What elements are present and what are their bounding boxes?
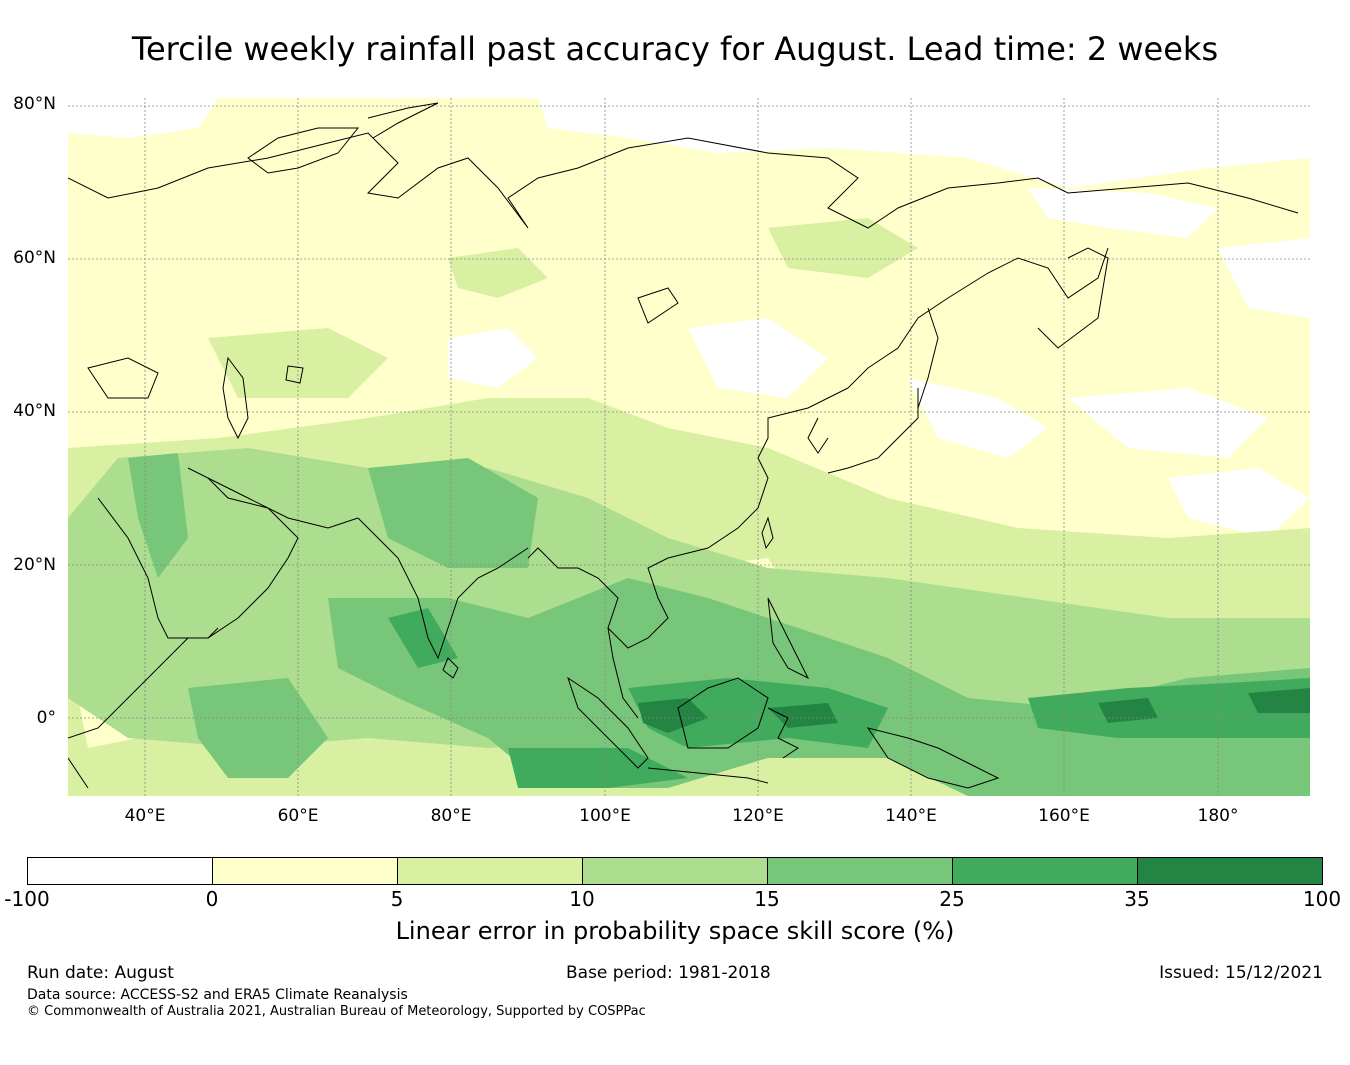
colorbar <box>27 857 1323 885</box>
base-period: Base period: 1981-2018 <box>566 963 771 983</box>
lat-label-60n: 60°N <box>13 248 56 268</box>
colorbar-tick: -100 <box>4 887 50 911</box>
lat-label-80n: 80°N <box>13 94 56 114</box>
skill-map <box>68 98 1310 796</box>
lon-label-40e: 40°E <box>124 806 166 826</box>
colorbar-tick: 25 <box>939 887 965 911</box>
run-date: Run date: August <box>27 963 174 983</box>
issued-date: Issued: 15/12/2021 <box>1159 963 1323 983</box>
colorbar-bin-3 <box>583 858 768 884</box>
copyright: © Commonwealth of Australia 2021, Austra… <box>27 1004 646 1019</box>
colorbar-tick: 35 <box>1124 887 1150 911</box>
skill-15-25-areas <box>128 453 1310 796</box>
colorbar-bin-1 <box>213 858 398 884</box>
lon-label-120e: 120°E <box>732 806 784 826</box>
colorbar-bin-6 <box>1138 858 1322 884</box>
colorbar-tick: 100 <box>1302 887 1342 911</box>
colorbar-tick: 0 <box>205 887 219 911</box>
colorbar-bin-5 <box>953 858 1138 884</box>
colorbar-tick: 10 <box>569 887 595 911</box>
low-skill-areas <box>68 98 1310 638</box>
lon-label-80e: 80°E <box>430 806 472 826</box>
graticule <box>68 98 1310 796</box>
data-source: Data source: ACCESS-S2 and ERA5 Climate … <box>27 987 408 1003</box>
lon-label-160e: 160°E <box>1038 806 1090 826</box>
lon-label-180: 180° <box>1197 806 1239 826</box>
colorbar-tick: 5 <box>390 887 404 911</box>
lon-label-60e: 60°E <box>277 806 319 826</box>
skill-25-35-areas <box>388 608 1310 788</box>
colorbar-bin-2 <box>398 858 583 884</box>
colorbar-label: Linear error in probability space skill … <box>395 917 955 945</box>
map-canvas <box>68 98 1310 796</box>
colorbar-tick: 15 <box>754 887 780 911</box>
lat-label-0: 0° <box>36 708 56 728</box>
lon-label-100e: 100°E <box>579 806 631 826</box>
lat-label-20n: 20°N <box>13 555 56 575</box>
map-title: Tercile weekly rainfall past accuracy fo… <box>131 30 1219 68</box>
coastlines <box>68 102 1299 789</box>
skill-35-100-areas <box>638 688 1310 733</box>
lon-label-140e: 140°E <box>885 806 937 826</box>
colorbar-bin-4 <box>768 858 953 884</box>
colorbar-bin-0 <box>28 858 213 884</box>
lat-label-40n: 40°N <box>13 401 56 421</box>
